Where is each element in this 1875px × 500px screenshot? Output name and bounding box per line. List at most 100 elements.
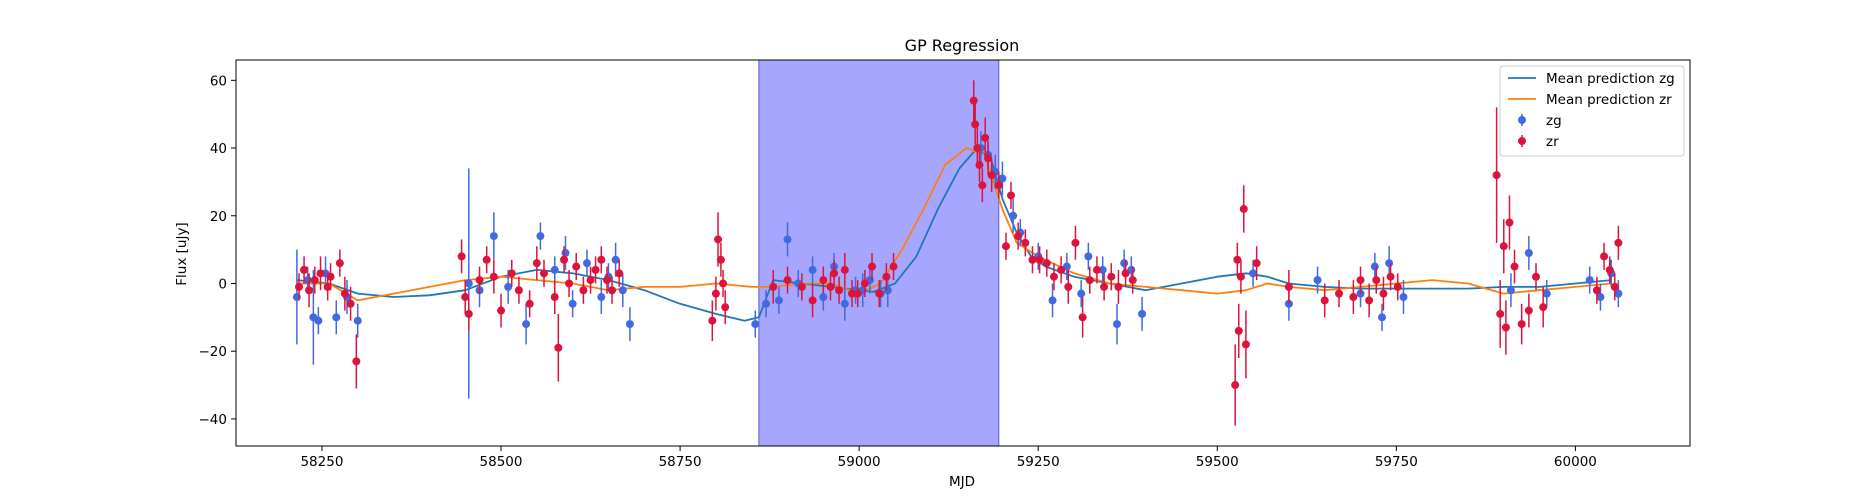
- plot-frame: [235, 59, 1691, 447]
- data-point-zr: [1539, 303, 1548, 312]
- data-point-zr: [708, 316, 717, 325]
- data-point-zg: [751, 320, 760, 329]
- data-point-zr: [461, 293, 470, 302]
- data-point-zr: [721, 303, 730, 312]
- data-point-zg: [1596, 293, 1605, 302]
- data-point-zr: [1014, 232, 1023, 241]
- plot-content: [292, 60, 1623, 446]
- data-point-zr: [560, 255, 569, 264]
- data-point-zr: [1021, 238, 1030, 247]
- data-point-zr: [1236, 272, 1245, 281]
- data-point-zr: [457, 252, 466, 261]
- y-tick-label: −20: [199, 344, 228, 360]
- data-point-zr: [975, 160, 984, 169]
- legend-label: Mean prediction zg: [1546, 71, 1675, 87]
- data-point-zr: [603, 276, 612, 285]
- data-point-zg: [489, 232, 498, 241]
- data-point-zr: [615, 269, 624, 278]
- data-point-zr: [532, 259, 541, 268]
- data-point-zg: [1542, 289, 1551, 298]
- x-tick-label: 59250: [1017, 454, 1060, 470]
- data-point-zr: [1517, 320, 1526, 329]
- data-point-zg: [1009, 211, 1018, 220]
- data-point-zg: [561, 249, 570, 257]
- data-point-zg: [1098, 265, 1107, 274]
- data-point-zg: [808, 265, 817, 274]
- x-tick-label: 58250: [300, 454, 343, 470]
- data-point-zg: [1313, 276, 1322, 285]
- data-point-zr: [830, 269, 839, 278]
- data-point-zr: [711, 289, 720, 298]
- data-point-zg: [332, 313, 341, 322]
- data-point-zg: [819, 293, 828, 302]
- data-point-zg: [597, 293, 606, 302]
- data-point-zg: [840, 299, 849, 308]
- data-point-zr: [1006, 191, 1015, 200]
- data-point-zr: [346, 299, 355, 308]
- data-point-zr: [1049, 272, 1058, 281]
- data-point-zr: [550, 293, 559, 302]
- data-point-zg: [536, 232, 545, 241]
- data-point-zg: [1077, 289, 1086, 298]
- y-tick-label: 40: [210, 141, 227, 157]
- data-point-zg: [582, 259, 591, 268]
- data-point-zr: [1532, 272, 1541, 281]
- y-axis-label: Flux [uJy]: [174, 222, 190, 285]
- data-point-zg: [314, 316, 323, 325]
- data-point-zg: [883, 286, 892, 295]
- data-point-zr: [769, 282, 778, 291]
- plot-area: 58250 58500 58750 59000 59250 59500 59750 60000…: [199, 59, 1691, 470]
- y-tick-label: −40: [199, 412, 228, 428]
- legend-label: zg: [1546, 113, 1562, 129]
- data-point-zg: [1048, 296, 1057, 305]
- data-point-zg: [504, 282, 513, 291]
- x-tick-label: 58500: [480, 454, 523, 470]
- data-point-zr: [1501, 323, 1510, 332]
- data-point-zr: [310, 276, 319, 285]
- data-point-zr: [1349, 293, 1358, 302]
- data-point-zg: [625, 320, 634, 329]
- y-tick-label: 20: [210, 209, 227, 225]
- data-point-zr: [889, 262, 898, 271]
- data-point-zg: [998, 174, 1007, 183]
- data-point-zr: [1505, 218, 1514, 227]
- data-point-zr: [1614, 238, 1623, 247]
- data-point-zr: [539, 269, 548, 278]
- data-point-zr: [579, 286, 588, 295]
- data-point-zr: [475, 276, 484, 285]
- data-point-zg: [522, 320, 531, 329]
- data-point-zr: [1001, 242, 1010, 251]
- data-point-zg: [618, 286, 627, 295]
- data-point-zr: [316, 269, 325, 278]
- data-point-zr: [1499, 242, 1508, 251]
- data-point-zg: [1112, 320, 1121, 329]
- data-point-zr: [1092, 265, 1101, 274]
- data-point-zg: [550, 265, 559, 274]
- data-point-zr: [994, 181, 1003, 190]
- data-point-zg: [1506, 286, 1515, 295]
- data-point-zr: [984, 154, 993, 163]
- data-point-zr: [1085, 276, 1094, 285]
- data-point-zg: [1138, 309, 1147, 318]
- data-point-zg: [1120, 259, 1129, 268]
- data-point-zr: [1284, 282, 1293, 291]
- data-point-zr: [572, 262, 581, 271]
- legend-point-marker: [1518, 116, 1526, 124]
- data-point-zr: [819, 276, 828, 285]
- series-line-mean-prediction-zr: [296, 147, 1612, 302]
- data-point-zr: [464, 309, 473, 318]
- legend-label: Mean prediction zr: [1546, 92, 1672, 108]
- data-point-zr: [969, 96, 978, 105]
- data-point-zr: [1241, 340, 1250, 349]
- data-point-zr: [1100, 282, 1109, 291]
- x-tick-label: 59500: [1196, 454, 1239, 470]
- x-tick-label: 60000: [1554, 454, 1597, 470]
- data-point-zr: [714, 235, 723, 244]
- data-point-zr: [507, 269, 516, 278]
- x-axis-label: MJD: [949, 474, 975, 490]
- data-point-zg: [1585, 276, 1594, 285]
- data-point-zr: [860, 279, 869, 288]
- data-point-zr: [1231, 381, 1240, 390]
- data-point-zr: [1028, 255, 1037, 264]
- data-point-zr: [1042, 259, 1051, 268]
